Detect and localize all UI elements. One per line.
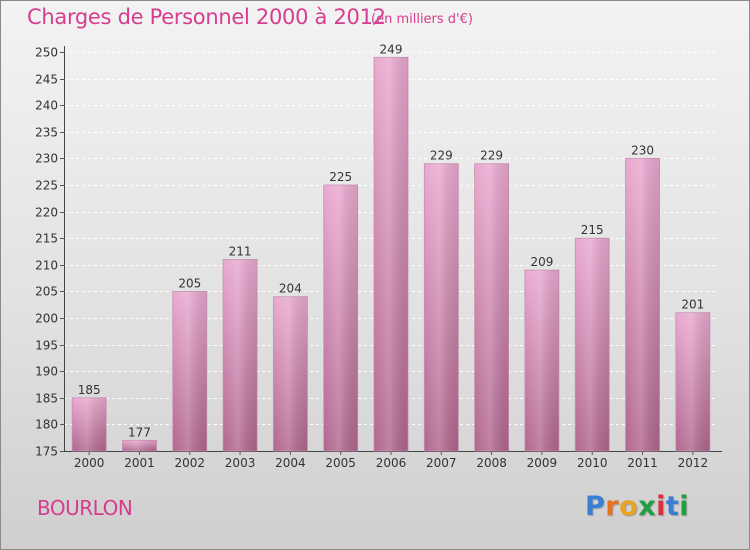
data-label: 215: [581, 223, 604, 237]
y-tick-label: 180: [35, 418, 58, 432]
data-label: 205: [178, 276, 201, 290]
data-label: 177: [128, 425, 151, 439]
x-tick-label: 2004: [275, 456, 306, 470]
data-label: 229: [480, 149, 503, 163]
y-tick-label: 205: [35, 285, 58, 299]
x-tick-label: 2006: [376, 456, 407, 470]
bar-shine: [575, 238, 610, 451]
town-name: BOURLON: [37, 496, 133, 520]
x-tick-label: 2007: [426, 456, 457, 470]
x-tick-label: 2010: [577, 456, 608, 470]
logo-letter: t: [665, 491, 680, 522]
y-tick-labels: 175 180 185 190 195 200 205 210 215 220 225 230 235 2…: [35, 46, 58, 459]
axes: [60, 46, 722, 455]
proxiti-logo: Proxiti: [585, 491, 689, 522]
y-tick-label: 220: [35, 206, 58, 220]
y-tick-label: 190: [35, 365, 58, 379]
y-tick-label: 250: [35, 46, 58, 60]
data-label: 185: [78, 383, 101, 397]
logo-letter: x: [638, 491, 657, 522]
x-tick-label: 2001: [124, 456, 155, 470]
chart-title: Charges de Personnel 2000 à 2012: [27, 5, 386, 29]
logo-letter: r: [605, 491, 620, 522]
bar-shine: [323, 185, 358, 451]
logo-letter: i: [679, 491, 690, 522]
bar-shine: [273, 296, 308, 451]
data-label: 209: [530, 255, 553, 269]
y-tick-label: 200: [35, 312, 58, 326]
y-tick-label: 230: [35, 152, 58, 166]
y-tick-label: 185: [35, 392, 58, 406]
logo-letter: P: [585, 491, 606, 522]
x-tick-label: 2012: [678, 456, 709, 470]
y-tick-label: 215: [35, 232, 58, 246]
y-tick-label: 235: [35, 126, 58, 140]
bar-shine: [122, 440, 157, 451]
bar-shine: [424, 163, 459, 451]
chart-subtitle: (en milliers d'€): [371, 12, 473, 27]
x-tick-label: 2011: [627, 456, 658, 470]
data-label: 229: [430, 149, 453, 163]
bar-shine: [72, 397, 107, 451]
y-tick-label: 195: [35, 339, 58, 353]
data-labels: 185 177 205 211 204 225 249 229 229 209 215 230 201: [78, 42, 705, 439]
data-label: 225: [329, 170, 352, 184]
bar-shine: [524, 270, 559, 451]
data-label: 230: [631, 143, 654, 157]
x-tick-label: 2002: [174, 456, 205, 470]
bar-shine: [474, 163, 509, 451]
y-tick-label: 210: [35, 259, 58, 273]
bar-shine: [172, 291, 207, 451]
bar-shine: [223, 259, 258, 451]
x-tick-label: 2005: [325, 456, 356, 470]
x-tick-label: 2003: [225, 456, 256, 470]
data-label: 204: [279, 282, 302, 296]
y-tick-label: 240: [35, 99, 58, 113]
y-tick-label: 175: [35, 445, 58, 459]
x-tick-labels: 2000 2001 2002 2003 2004 2005 2006 2007 2008 2009…: [74, 456, 708, 470]
logo-letter: o: [619, 491, 639, 522]
data-label: 211: [229, 244, 252, 258]
bar-shine: [625, 158, 660, 451]
bar-shine: [374, 57, 408, 451]
y-tick-label: 245: [35, 73, 58, 87]
logo-letter: i: [656, 491, 666, 522]
bars: [71, 56, 711, 452]
x-tick-label: 2009: [527, 456, 558, 470]
data-label: 249: [380, 42, 403, 56]
bar-shine: [675, 312, 710, 451]
data-label: 201: [681, 298, 704, 312]
y-tick-label: 225: [35, 179, 58, 193]
x-tick-label: 2000: [74, 456, 105, 470]
x-tick-label: 2008: [476, 456, 507, 470]
